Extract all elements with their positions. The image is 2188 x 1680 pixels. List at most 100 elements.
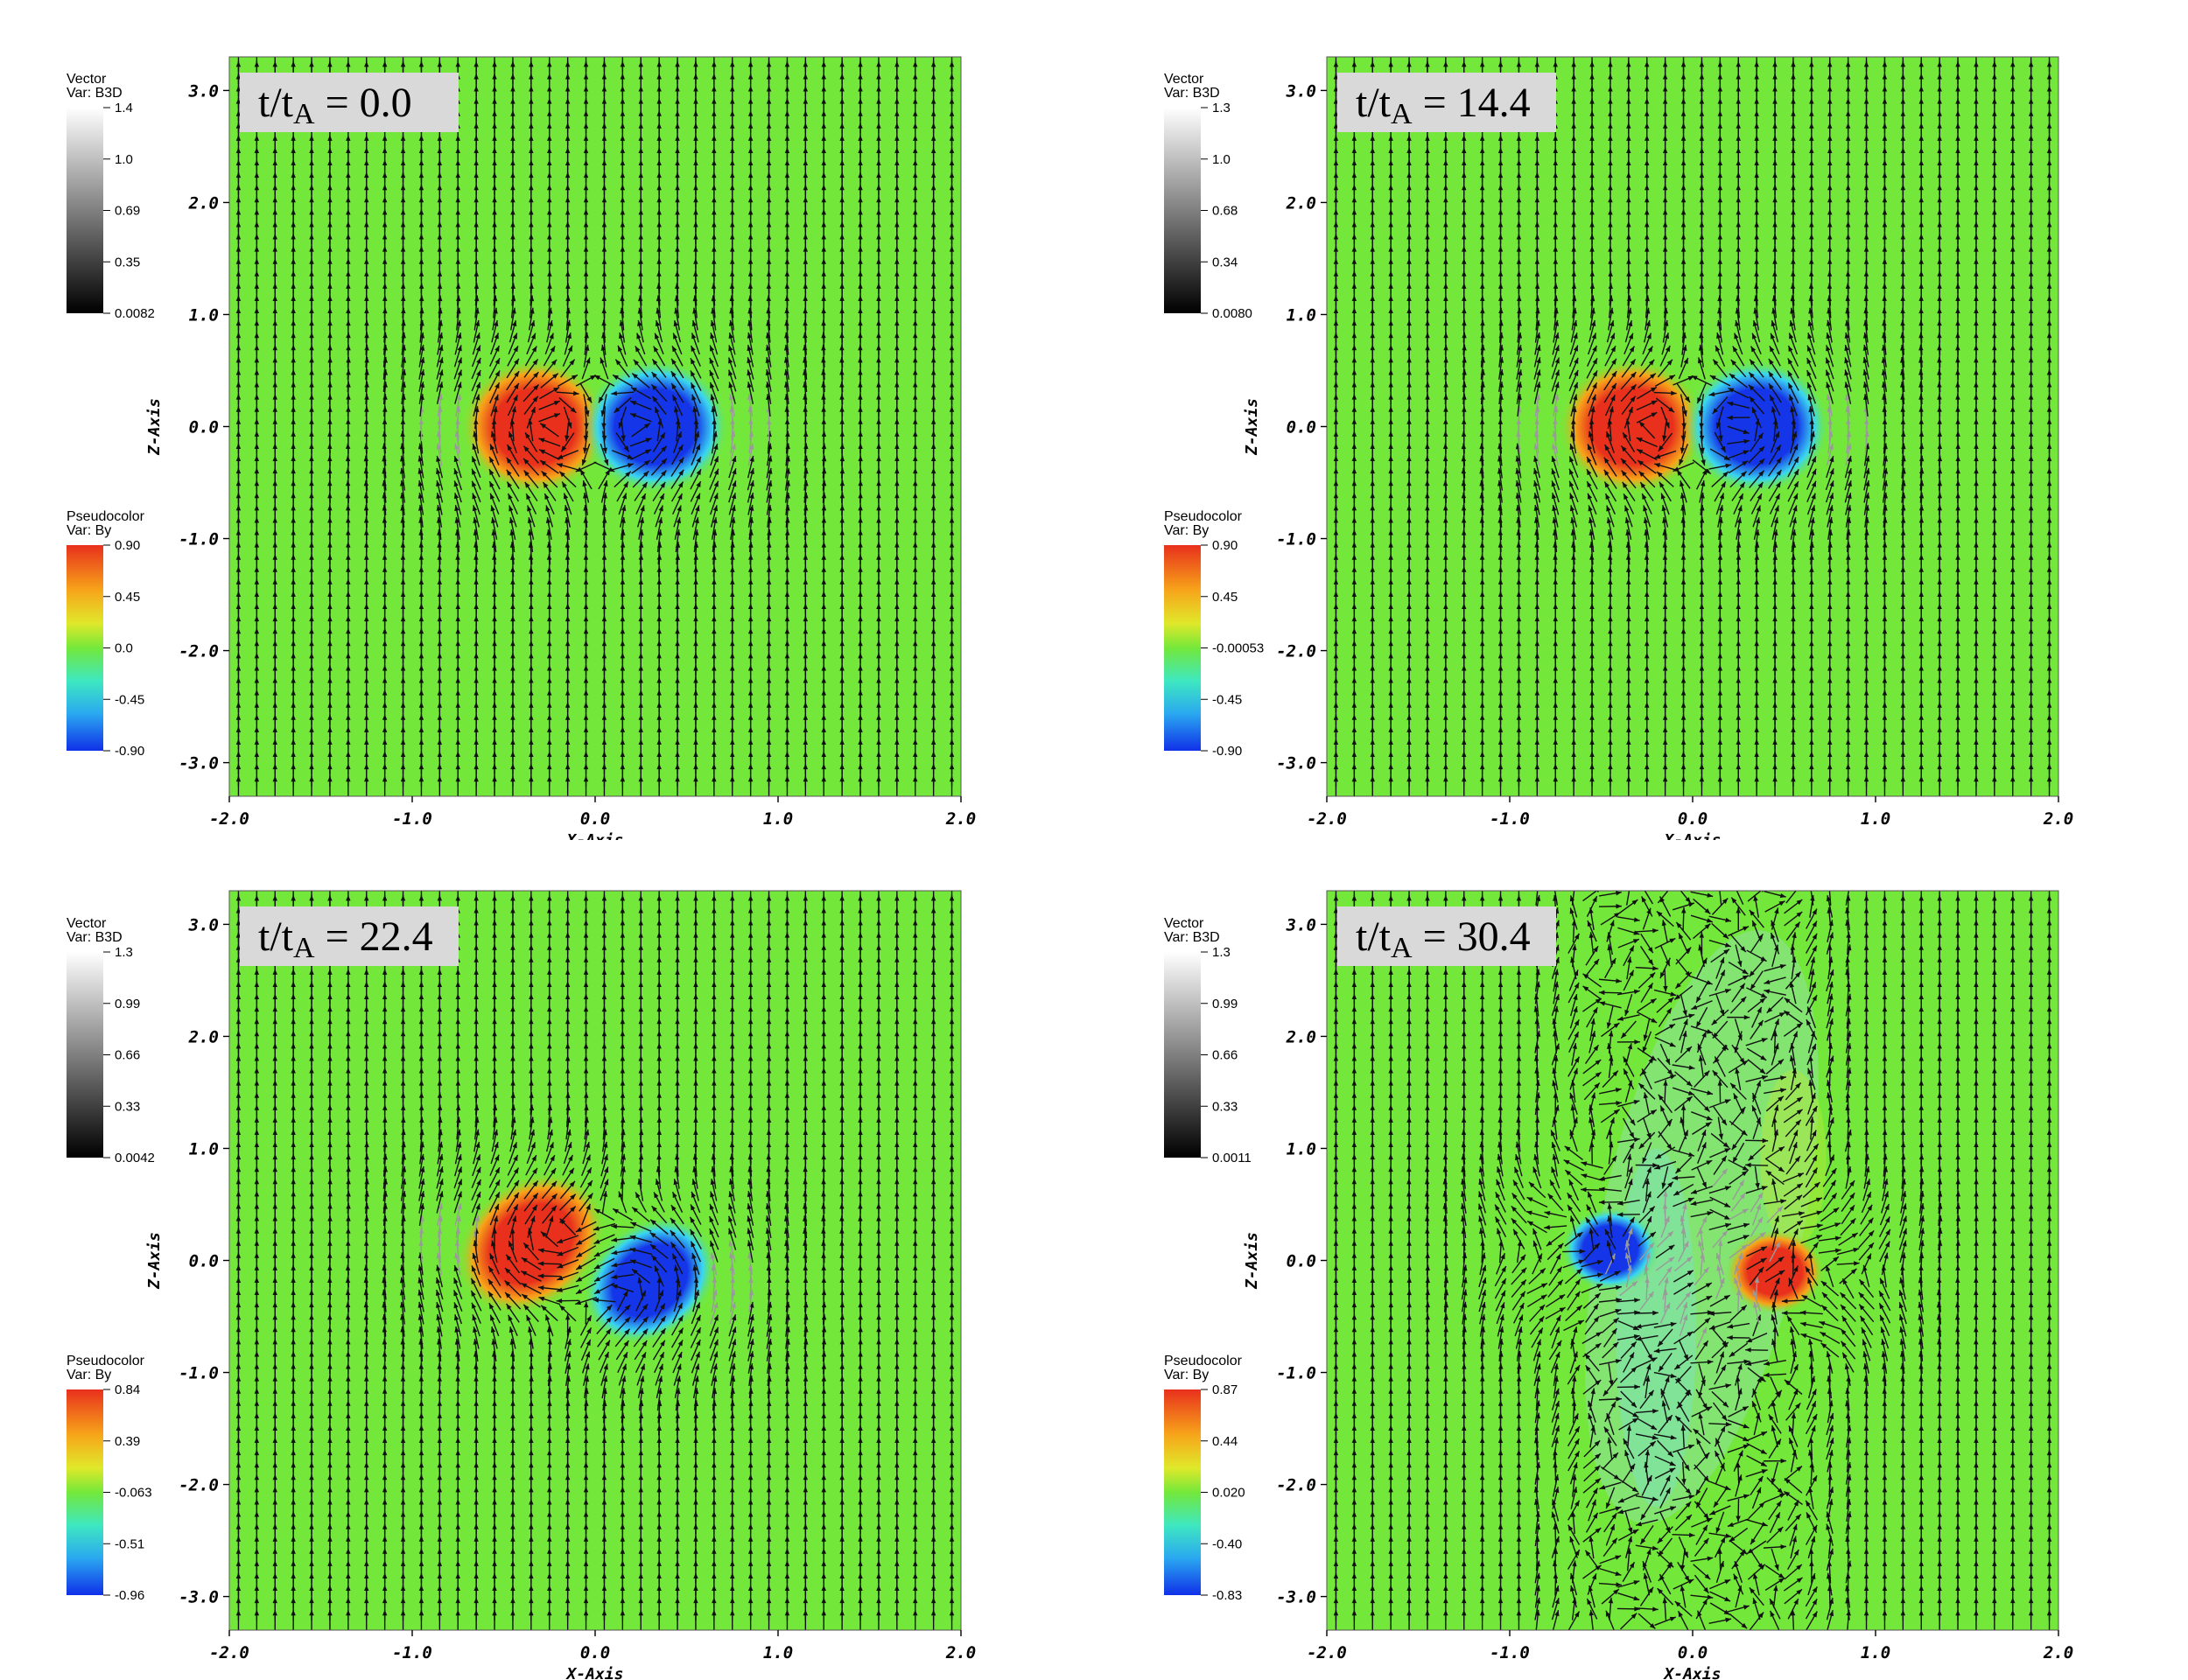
- panel-1-field-arrow: [584, 406, 589, 430]
- panel-1-field-arrow: [709, 345, 719, 368]
- panel-1-field-arrow: [544, 332, 554, 355]
- panel-1-field-arrow: [256, 57, 258, 72]
- panel-1-field-arrow: [671, 444, 684, 466]
- panel-2-vector-legend-tick-label: 0.68: [1212, 204, 1238, 219]
- panel-1-field-arrow: [651, 359, 667, 378]
- panel-1-field-arrow: [709, 468, 719, 490]
- panel-2-pseudocolor-colorbar: [1164, 545, 1201, 751]
- panel-1-field-arrow: [438, 57, 441, 72]
- panel-1-field-arrow: [329, 57, 331, 72]
- panel-1-field-arrow: [878, 57, 880, 72]
- panel-1-field-arrow: [471, 369, 481, 392]
- panel-1-field-arrow: [508, 505, 517, 528]
- panel-1-field-arrow: [615, 432, 630, 452]
- panel-1-vector-legend-tick-label: 0.0082: [115, 306, 155, 321]
- panel-1-field-arrow: [673, 505, 682, 528]
- panel-1-field-arrow: [507, 395, 519, 416]
- panel-1-field-arrow: [491, 517, 498, 540]
- panel-1-field-arrow: [562, 345, 573, 368]
- panel-1-field-arrow: [508, 319, 517, 343]
- panel-1-field-arrow: [690, 345, 701, 367]
- panel-1-field-arrow: [695, 57, 697, 72]
- panel-1-field-arrow: [602, 492, 607, 515]
- panel-1-field-arrow: [727, 468, 737, 491]
- panel-1-plot-area: [229, 57, 961, 796]
- panel-1-field-arrow: [418, 369, 425, 392]
- panel-1-field-arrow: [633, 359, 649, 378]
- panel-2-vector-legend-tick-label: 1.0: [1212, 152, 1231, 167]
- panel-1-field-arrow: [453, 468, 463, 491]
- panel-2-y-axis-label: Z-Axis: [1243, 398, 1261, 456]
- panel-1-field-arrow: [710, 319, 718, 343]
- panel-1-field-arrow: [630, 386, 651, 400]
- panel-1-field-arrow: [524, 346, 537, 367]
- panel-1-field-arrow: [523, 470, 539, 489]
- panel-1-negative-by-blob: [581, 358, 730, 495]
- panel-1-field-arrow: [436, 455, 444, 479]
- panel-1-field-arrow: [672, 332, 683, 355]
- panel-1-field-arrow: [563, 406, 572, 429]
- panel-1-pseudocolor-legend-title: Pseudocolor: [67, 509, 145, 524]
- panel-1-field-arrow: [549, 57, 551, 72]
- panel-1-field-arrow: [564, 505, 571, 528]
- panel-1-field-arrow: [506, 469, 520, 489]
- panel-1-pseudocolor-legend-tick-label: 0.45: [115, 590, 140, 605]
- panel-1-field-arrow: [525, 493, 537, 514]
- panel-2-vector-field: [1333, 57, 2052, 796]
- panel-1-field-arrow: [650, 458, 668, 476]
- panel-1-field-arrow: [581, 357, 591, 380]
- panel-1-field-arrow: [453, 369, 462, 392]
- panel-1-field-arrow: [612, 450, 634, 459]
- panel-1-field-arrow: [524, 481, 538, 502]
- panel-1-y-tick-label: 2.0: [188, 193, 219, 213]
- panel-1-field-arrow: [575, 461, 597, 472]
- panel-1-field-arrow: [311, 57, 312, 72]
- panel-1-field-arrow: [522, 445, 539, 464]
- panel-1-field-arrow: [709, 382, 719, 404]
- panel-2-x-tick-label: 1.0: [1861, 809, 1890, 829]
- panel-1-field-arrow: [670, 481, 684, 502]
- panel-1-field-arrow: [490, 505, 499, 528]
- panel-1-field-arrow: [896, 57, 898, 72]
- panel-1-vector-field: [235, 57, 955, 796]
- panel-1-field-arrow: [766, 455, 773, 479]
- panel-1-field-arrow: [614, 471, 632, 488]
- panel-1-y-tick-label: 0.0: [189, 418, 219, 438]
- panel-1-field-arrow: [541, 359, 558, 378]
- panel-1-field-arrow: [859, 57, 861, 72]
- panel-2-x-tick-label: -1.0: [1490, 809, 1530, 829]
- panel-1-field-arrow: [509, 406, 516, 430]
- panel-1-field-arrow: [539, 459, 559, 474]
- panel-1-field-arrow: [691, 493, 701, 515]
- panel-1-field-arrow: [671, 345, 684, 367]
- panel-1-field-arrow: [488, 358, 501, 379]
- panel-1-field-arrow: [545, 517, 552, 540]
- panel-1-field-arrow: [677, 57, 678, 72]
- panel-1-field-arrow: [527, 319, 536, 343]
- panel-2-vector-legend-tick-label: 1.3: [1212, 101, 1231, 116]
- panel-2-vector-legend-tick-label: 0.0080: [1212, 306, 1252, 321]
- panel-1-field-arrow: [765, 382, 772, 405]
- panel-1-field-arrow: [508, 517, 516, 540]
- panel-2: t/tA = 14.4-2.0-1.00.01.02.0X-Axis3.02.0…: [1094, 0, 2188, 840]
- panel-1-field-arrow: [670, 370, 684, 391]
- panel-1-field-arrow: [601, 406, 607, 430]
- panel-1-y-tick-label: -1.0: [179, 530, 219, 550]
- panel-1-field-arrow: [457, 57, 459, 72]
- panel-1-field-arrow: [560, 432, 575, 452]
- panel-1-time-label-box: [240, 73, 459, 132]
- panel-2-y-tick-label: -2.0: [1276, 642, 1316, 662]
- panel-1-field-arrow: [631, 373, 650, 388]
- panel-1-field-arrow: [711, 517, 718, 540]
- panel-1-field-arrow: [472, 332, 480, 355]
- panel-1-field-arrow: [472, 493, 480, 515]
- panel-1-field-arrow: [691, 444, 701, 466]
- panel-1-field-arrow: [585, 57, 587, 72]
- panel-1-field-arrow: [768, 57, 770, 72]
- panel-1-field-arrow: [454, 382, 462, 404]
- panel-1-field-arrow: [749, 57, 752, 72]
- panel-1-field-arrow: [747, 504, 754, 528]
- panel-1-field-arrow: [509, 529, 515, 553]
- panel-1-field-arrow: [602, 430, 608, 454]
- panel-1-field-arrow: [471, 357, 481, 380]
